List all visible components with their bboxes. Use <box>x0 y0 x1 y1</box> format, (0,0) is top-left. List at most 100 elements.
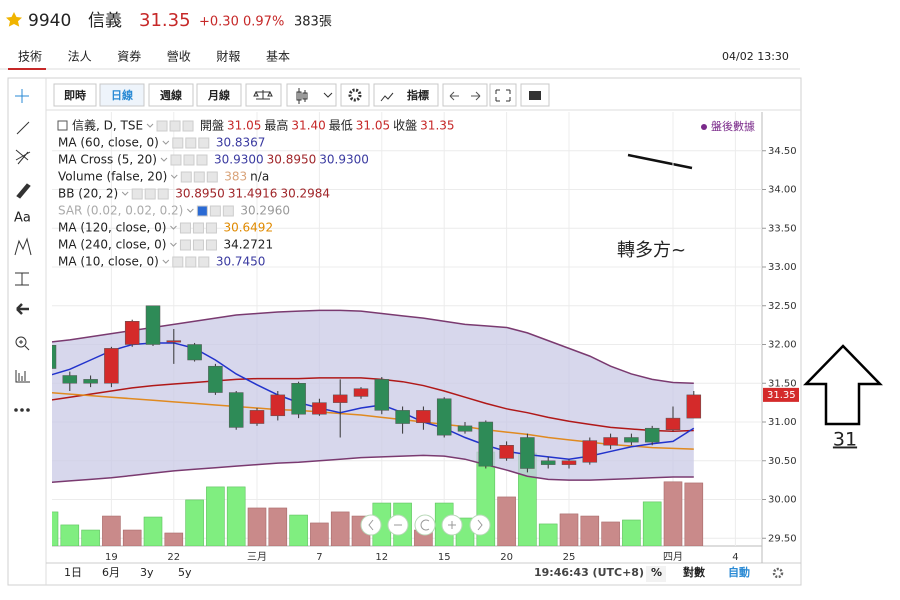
y-tick-label: 30.00 <box>768 495 797 506</box>
legend-icon <box>185 137 197 149</box>
compare-icon <box>253 90 273 100</box>
x-tick-label: 15 <box>438 552 451 563</box>
indicator-icon <box>380 92 394 102</box>
legend-caret <box>170 174 178 179</box>
btn-fullscreen[interactable] <box>489 83 517 107</box>
tool-pattern[interactable] <box>14 237 32 256</box>
legend-icon <box>131 188 143 200</box>
btn-daily[interactable] <box>99 83 145 107</box>
legend-value: 30.2984 <box>280 187 330 201</box>
legend-name: MA (60, close, 0) <box>58 136 159 150</box>
tool-line[interactable] <box>16 121 30 135</box>
zoom-controls[interactable] <box>360 514 491 536</box>
legend-icon <box>185 256 197 268</box>
candle-body <box>644 427 660 443</box>
y-tick-label: 34.50 <box>768 146 797 157</box>
tool-bars[interactable] <box>15 370 30 383</box>
x-tick-label: 四月 <box>663 551 683 563</box>
volume-bar <box>81 529 100 546</box>
drawing-tools <box>14 89 32 383</box>
legend-icon <box>179 222 191 234</box>
volume-bar <box>164 532 184 546</box>
candle-body <box>208 365 223 393</box>
side-note: 31 <box>833 429 857 451</box>
btn-weekly[interactable] <box>148 83 194 107</box>
change: +0.30 <box>199 15 239 30</box>
candle-body <box>395 410 410 424</box>
volume-bar <box>143 516 163 546</box>
axis-settings[interactable] <box>772 567 784 579</box>
legend-value: 30.9300 <box>319 153 369 167</box>
volume-bar <box>538 523 558 546</box>
candle-body <box>312 402 327 415</box>
tool-measure[interactable] <box>15 272 29 286</box>
tab[interactable]: 營收 <box>167 50 191 64</box>
btn-monthly[interactable] <box>196 83 242 107</box>
legend-value: 30.8367 <box>216 136 266 150</box>
collapse-box <box>57 120 68 131</box>
volume-bar <box>247 507 267 546</box>
btn-undo-redo[interactable] <box>442 83 488 107</box>
price: 31.35 <box>139 10 191 31</box>
legend-icon <box>182 120 194 132</box>
legend-name: MA Cross (5, 20) <box>58 153 157 167</box>
tool-fib[interactable] <box>15 149 31 165</box>
tab[interactable]: 技術 <box>18 50 42 64</box>
tool-zoom[interactable] <box>15 336 27 348</box>
legend-name: MA (10, close, 0) <box>58 255 159 269</box>
legend-icon <box>205 222 217 234</box>
btn-indicators[interactable] <box>373 83 439 107</box>
btn-realtime-label: 即時 <box>64 88 86 102</box>
x-tick-label: 4 <box>732 552 738 563</box>
legend-value: 開盤 <box>200 119 224 133</box>
volume-bar <box>268 507 288 546</box>
range-button[interactable]: 3y <box>140 566 154 579</box>
btn-settings[interactable] <box>340 83 370 107</box>
volume-bar <box>226 486 246 546</box>
volume-bar <box>122 529 142 546</box>
range-button[interactable]: 5y <box>178 566 192 579</box>
tool-back[interactable] <box>16 303 29 315</box>
candle-body <box>104 348 119 384</box>
candle-body <box>124 321 140 345</box>
stock-code: 9940 <box>28 11 71 31</box>
tab[interactable]: 基本 <box>266 50 290 64</box>
candle-body <box>686 394 702 419</box>
y-tick-label: 31.50 <box>768 378 797 389</box>
tool-brush[interactable] <box>16 183 31 199</box>
tab[interactable]: 法人 <box>68 50 92 64</box>
favorite-star[interactable] <box>6 12 22 27</box>
tool-text[interactable]: Aa <box>14 211 31 226</box>
volume-bar <box>497 496 516 546</box>
tool-cross[interactable] <box>15 89 29 103</box>
candle-body <box>332 394 348 403</box>
legend-caret <box>162 140 170 145</box>
y-tick-label: 31.00 <box>768 417 797 428</box>
volume-bar <box>663 481 683 546</box>
range-button[interactable]: 1日 <box>64 566 82 579</box>
volume-bar <box>559 513 579 546</box>
range-button[interactable]: 6月 <box>102 566 120 579</box>
after-hours-dot <box>701 124 707 130</box>
legend-caret <box>186 208 194 213</box>
legend-icon <box>196 205 208 217</box>
btn-style[interactable] <box>286 83 337 107</box>
legend-value: 30.9300 <box>214 153 264 167</box>
candle-body <box>62 375 78 384</box>
drawn-trendline <box>627 153 693 170</box>
btn-monthly-label: 月線 <box>207 88 230 102</box>
tab[interactable]: 財報 <box>216 49 240 64</box>
candle-body <box>249 410 265 424</box>
tab[interactable]: 資券 <box>117 49 141 64</box>
y-tick-label: 33.00 <box>768 262 797 273</box>
candle-body <box>582 440 598 463</box>
btn-realtime[interactable] <box>53 83 97 107</box>
legend-value: 31.4916 <box>228 187 278 201</box>
price-tag <box>763 387 799 402</box>
candle-body <box>478 421 494 467</box>
legend-value: 收盤 <box>393 119 417 133</box>
toolbar: 即時 日線 週線 月線 指標 <box>53 83 550 107</box>
legend-name: SAR (0.02, 0.02, 0.2) <box>58 204 183 218</box>
more-tools[interactable] <box>14 408 30 412</box>
